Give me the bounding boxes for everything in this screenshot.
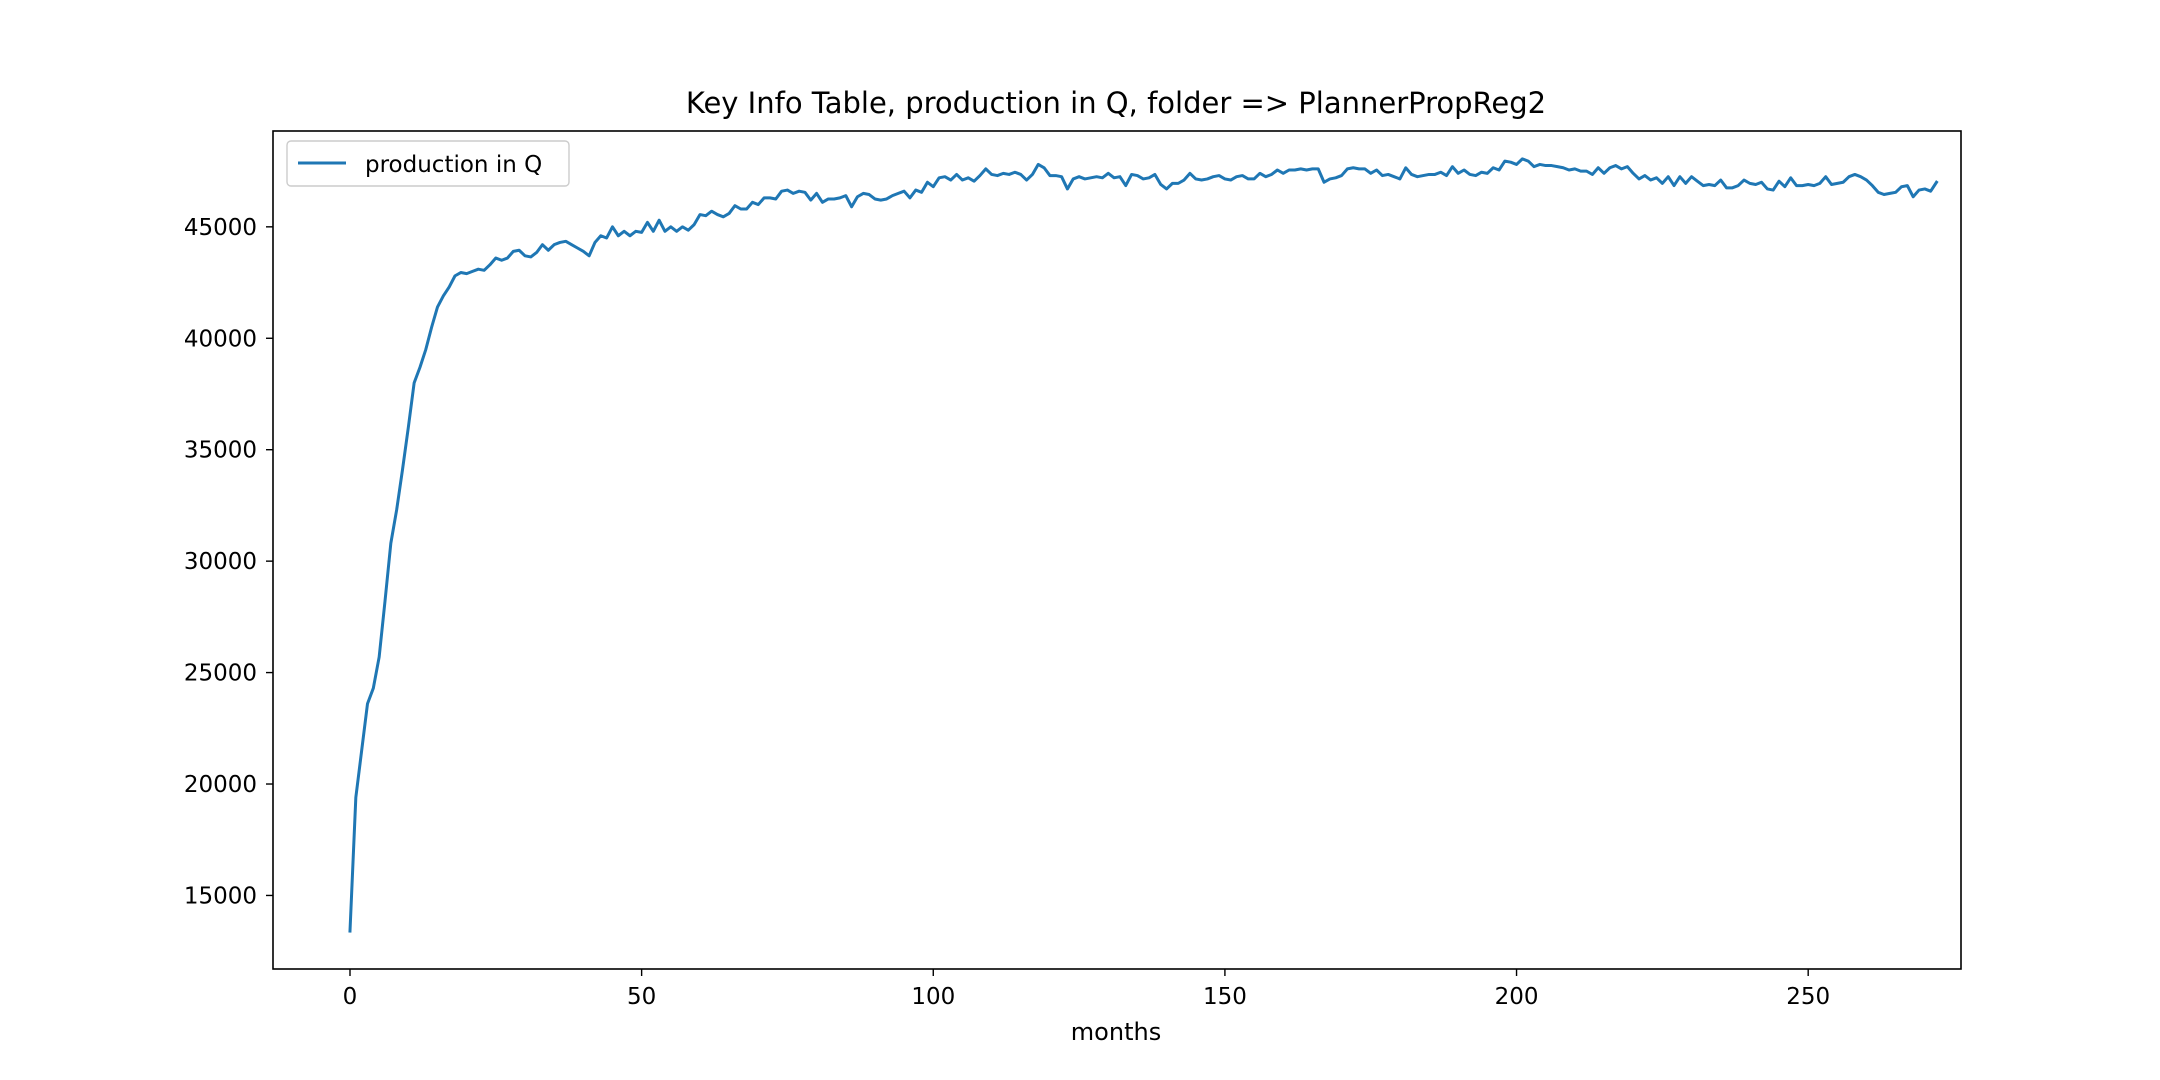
x-tick-label: 50	[627, 984, 656, 1010]
y-tick-label: 40000	[184, 326, 257, 352]
x-tick-label: 200	[1495, 984, 1539, 1010]
chart-title: Key Info Table, production in Q, folder …	[686, 86, 1546, 120]
plot-frame	[272, 130, 1962, 970]
x-tick-label: 250	[1786, 984, 1830, 1010]
legend-label-production-in-q: production in Q	[365, 152, 542, 178]
x-axis: 0 50 100 150 200 250	[343, 969, 1830, 1010]
series-line-production-in-q	[348, 157, 1939, 933]
legend: production in Q	[286, 140, 570, 187]
y-tick-label: 35000	[184, 438, 257, 464]
y-tick-label: 20000	[184, 772, 257, 798]
plot-area	[272, 130, 1962, 970]
y-tick-label: 30000	[184, 549, 257, 575]
y-tick-label: 25000	[184, 661, 257, 687]
y-tick-label: 45000	[184, 215, 257, 241]
x-axis-label: months	[1071, 1018, 1161, 1046]
legend-box	[286, 140, 570, 187]
y-tick-label: 15000	[184, 883, 257, 909]
x-tick-label: 100	[911, 984, 955, 1010]
x-tick-label: 0	[343, 984, 358, 1010]
x-tick-label: 150	[1203, 984, 1247, 1010]
y-axis: 15000 20000 25000 30000 35000 40000 45000	[184, 215, 273, 909]
